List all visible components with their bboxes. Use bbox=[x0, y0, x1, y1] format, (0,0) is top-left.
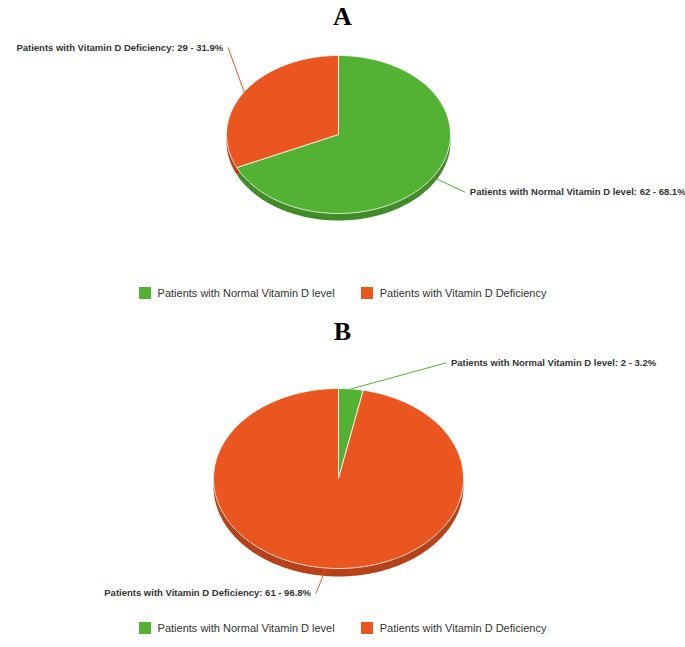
html-text:A: A bbox=[333, 2, 352, 31]
html-text:Patients with Vitamin D Defici: Patients with Vitamin D Deficiency bbox=[379, 287, 547, 299]
html-text:Patients with Normal Vitamin D: Patients with Normal Vitamin D level bbox=[157, 622, 335, 634]
svg-text:Patients with Normal Vitamin D: Patients with Normal Vitamin D level: 62… bbox=[470, 186, 685, 197]
html-text:Patients with Vitamin D Defici: Patients with Vitamin D Deficiency bbox=[379, 622, 547, 634]
svg-text:Patients with Normal Vitamin D: Patients with Normal Vitamin D level: 2 … bbox=[451, 357, 657, 368]
svg-text:Patients with Vitamin D Defici: Patients with Vitamin D Deficiency: 61 -… bbox=[104, 587, 311, 598]
html-text:Patients with Normal Vitamin D: Patients with Normal Vitamin D level bbox=[157, 287, 335, 299]
html-text:B: B bbox=[333, 317, 352, 346]
svg-text:Patients with Vitamin D Defici: Patients with Vitamin D Deficiency: 29 -… bbox=[16, 42, 223, 53]
